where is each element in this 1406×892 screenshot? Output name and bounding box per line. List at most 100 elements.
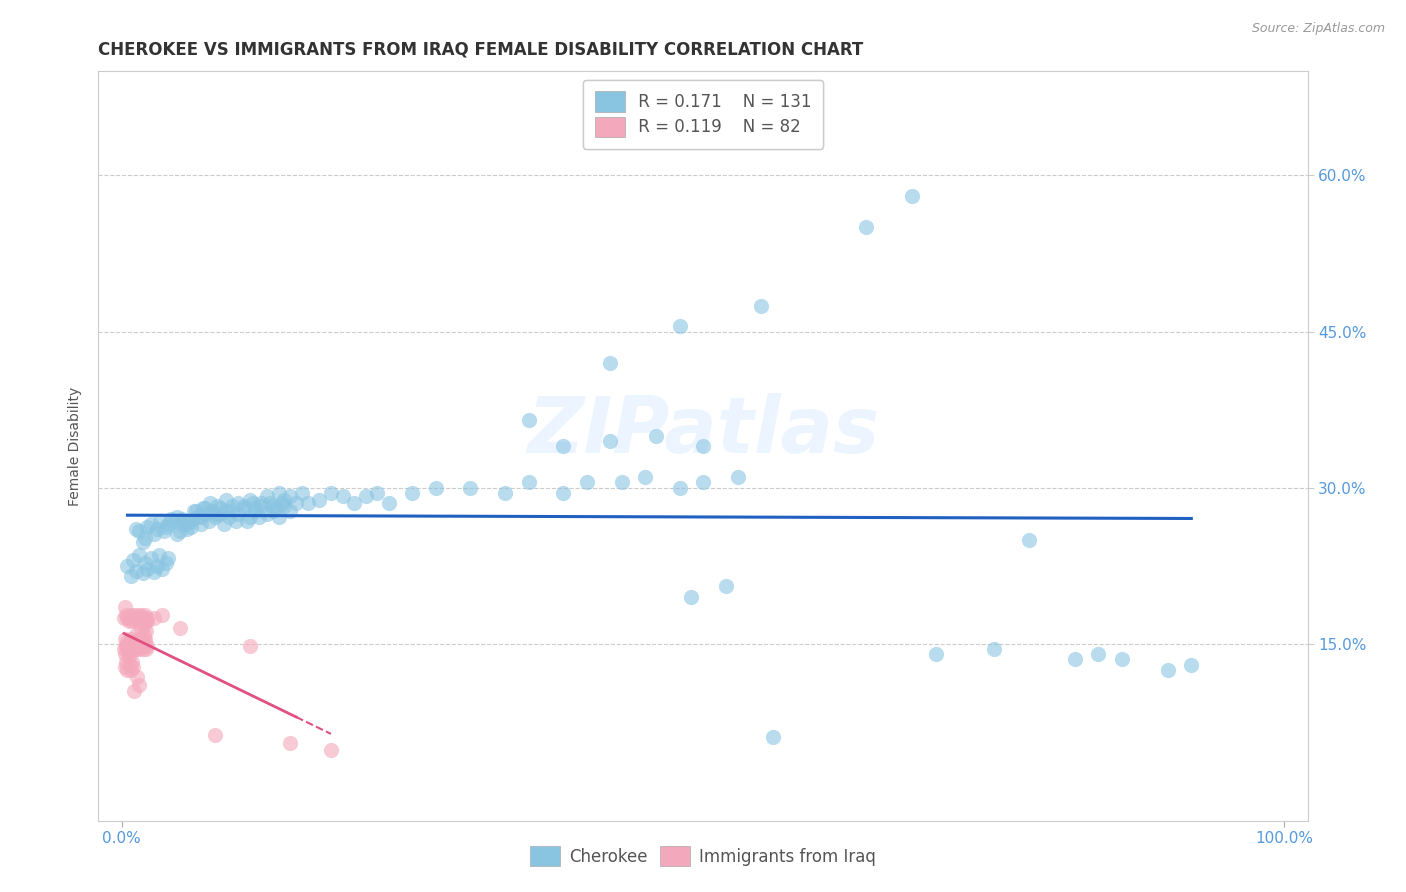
Point <box>204 728 226 742</box>
Text: ZIPatlas: ZIPatlas <box>527 393 879 469</box>
Point <box>155 520 177 534</box>
Point <box>366 486 388 500</box>
Point <box>191 501 214 516</box>
Point <box>118 637 141 651</box>
Point <box>378 496 401 510</box>
Point <box>225 514 247 528</box>
Point <box>668 481 690 495</box>
Point <box>179 514 201 528</box>
Point <box>121 656 143 670</box>
Point <box>190 509 212 524</box>
Y-axis label: Female Disability: Female Disability <box>69 386 83 506</box>
Point <box>132 611 155 625</box>
Point <box>132 618 155 632</box>
Point <box>266 501 288 516</box>
Point <box>226 496 249 510</box>
Point <box>166 527 188 541</box>
Point <box>983 642 1005 657</box>
Point <box>190 517 212 532</box>
Point <box>267 509 290 524</box>
Point <box>209 501 232 516</box>
Point <box>115 656 138 670</box>
Point <box>285 496 308 510</box>
Point <box>152 524 174 539</box>
Point <box>599 356 621 370</box>
Point <box>112 642 135 657</box>
Point <box>250 500 273 514</box>
Point <box>278 489 301 503</box>
Point <box>201 503 224 517</box>
Point <box>256 489 278 503</box>
Point <box>120 569 142 583</box>
Point <box>131 621 153 635</box>
Point <box>204 507 226 521</box>
Point <box>425 481 447 495</box>
Point <box>239 509 262 524</box>
Legend:  R = 0.171    N = 131,  R = 0.119    N = 82: R = 0.171 N = 131, R = 0.119 N = 82 <box>583 79 823 149</box>
Point <box>239 639 262 653</box>
Point <box>117 642 139 657</box>
Point <box>343 496 366 510</box>
Point <box>198 496 221 510</box>
Point <box>553 486 575 500</box>
Point <box>132 628 155 642</box>
Point <box>194 507 217 521</box>
Point <box>118 642 141 657</box>
Point <box>1087 647 1109 661</box>
Point <box>134 556 156 570</box>
Point <box>184 503 207 517</box>
Point <box>163 514 186 528</box>
Point <box>115 607 138 622</box>
Point <box>129 611 152 625</box>
Point <box>232 501 254 516</box>
Point <box>120 632 142 646</box>
Point <box>124 642 146 657</box>
Point <box>122 553 145 567</box>
Point <box>131 642 153 657</box>
Point <box>155 556 177 570</box>
Point <box>124 522 146 536</box>
Point <box>174 517 197 532</box>
Point <box>124 564 146 578</box>
Point <box>127 634 149 648</box>
Point <box>610 475 633 490</box>
Point <box>143 527 166 541</box>
Point <box>297 496 319 510</box>
Point <box>186 509 208 524</box>
Point <box>114 659 136 673</box>
Point <box>1111 652 1133 666</box>
Point <box>117 611 139 625</box>
Point <box>124 628 146 642</box>
Point <box>131 614 153 628</box>
Point <box>124 642 146 657</box>
Point <box>118 649 141 664</box>
Point <box>131 634 153 648</box>
Point <box>517 475 540 490</box>
Point <box>172 517 194 532</box>
Point <box>198 514 221 528</box>
Point <box>136 639 159 653</box>
Point <box>924 647 946 661</box>
Point <box>134 531 156 545</box>
Point <box>194 501 217 516</box>
Point <box>112 611 135 625</box>
Point <box>131 566 153 580</box>
Point <box>122 611 145 625</box>
Point <box>134 634 156 648</box>
Point <box>121 639 143 653</box>
Point <box>517 413 540 427</box>
Point <box>122 659 145 673</box>
Point <box>159 512 181 526</box>
Point <box>128 548 150 563</box>
Point <box>118 645 141 659</box>
Point <box>125 670 148 684</box>
Point <box>131 607 153 622</box>
Point <box>128 642 150 657</box>
Point <box>131 632 153 646</box>
Point <box>128 632 150 646</box>
Point <box>120 607 142 622</box>
Legend: Cherokee, Immigrants from Iraq: Cherokee, Immigrants from Iraq <box>522 838 884 875</box>
Point <box>118 639 141 653</box>
Point <box>129 639 152 653</box>
Point <box>855 220 877 235</box>
